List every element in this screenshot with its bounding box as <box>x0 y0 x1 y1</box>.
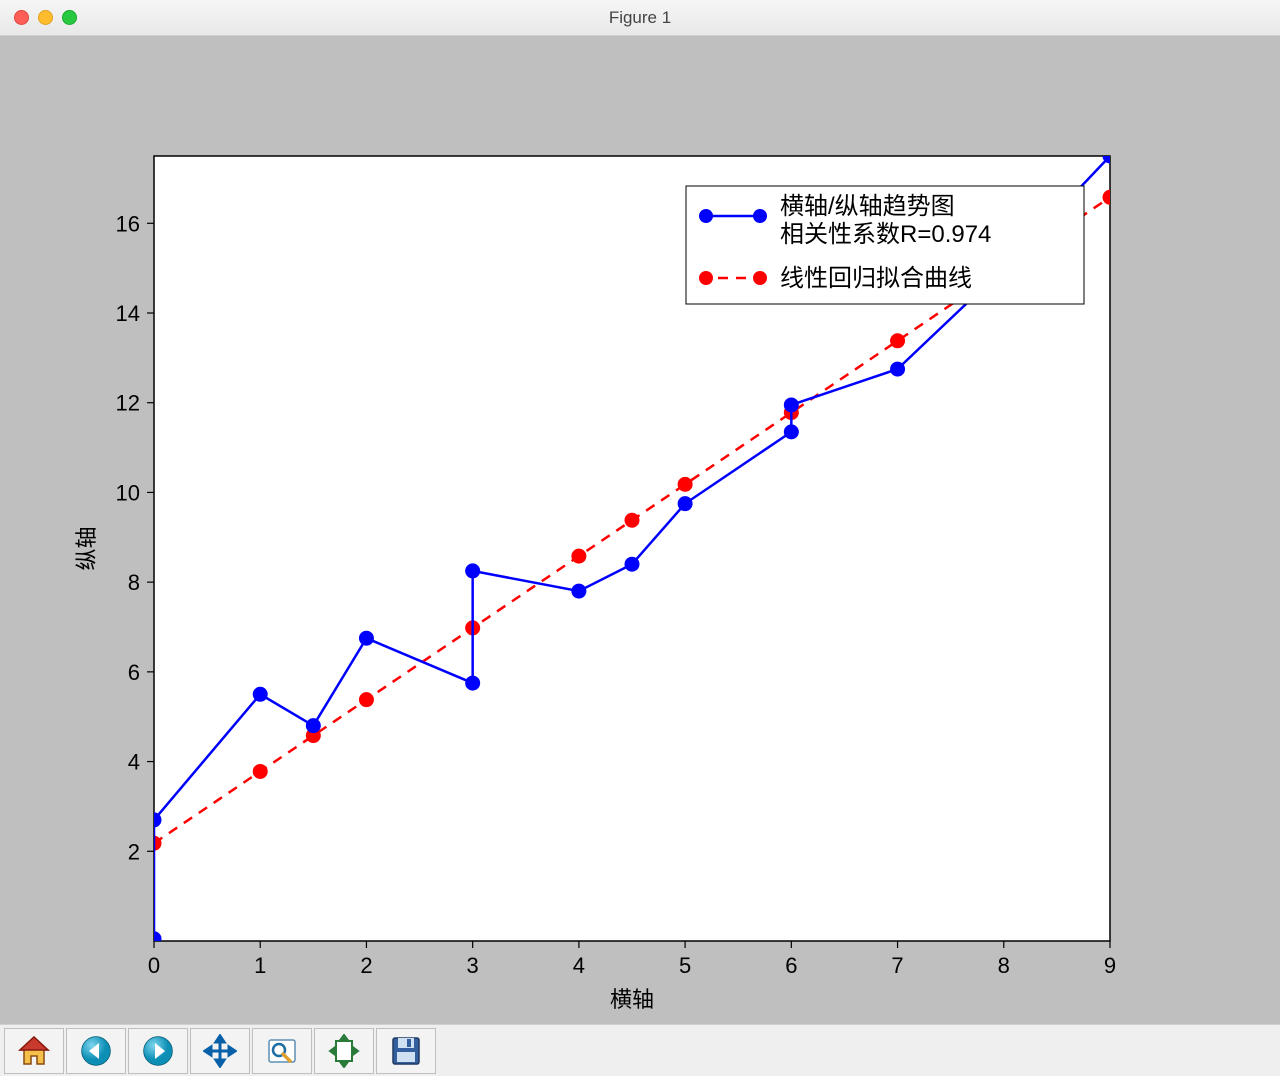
trend-marker <box>466 564 480 578</box>
trend-marker <box>784 398 798 412</box>
fit-marker <box>253 764 267 778</box>
trend-marker <box>572 584 586 598</box>
back-icon <box>79 1034 113 1068</box>
window-title: Figure 1 <box>0 8 1280 28</box>
legend-label-fit: 线性回归拟合曲线 <box>780 265 972 292</box>
x-tick-label: 2 <box>360 953 372 978</box>
fit-marker <box>359 693 373 707</box>
pan-button[interactable] <box>190 1028 250 1074</box>
x-tick-label: 9 <box>1104 953 1116 978</box>
y-tick-label: 6 <box>128 660 140 685</box>
y-tick-label: 12 <box>116 391 140 416</box>
y-tick-label: 8 <box>128 570 140 595</box>
trend-marker <box>466 676 480 690</box>
x-tick-label: 1 <box>254 953 266 978</box>
close-icon[interactable] <box>14 10 29 25</box>
x-tick-label: 5 <box>679 953 691 978</box>
legend-label-trend-2: 相关性系数R=0.974 <box>780 221 991 248</box>
trend-marker <box>253 687 267 701</box>
legend: 横轴/纵轴趋势图相关性系数R=0.974 线性回归拟合曲线 <box>686 186 1084 304</box>
y-tick-label: 4 <box>128 750 140 775</box>
save-button[interactable] <box>376 1028 436 1074</box>
zoom-window-icon[interactable] <box>62 10 77 25</box>
x-tick-label: 4 <box>573 953 585 978</box>
legend-label-trend-1: 横轴/纵轴趋势图 <box>780 193 955 220</box>
toolbar <box>0 1024 1280 1076</box>
y-tick-label: 16 <box>116 211 140 236</box>
trend-marker <box>306 719 320 733</box>
y-tick-label: 2 <box>128 839 140 864</box>
fit-marker <box>891 334 905 348</box>
y-tick-label: 14 <box>116 301 140 326</box>
x-axis-label: 横轴 <box>610 987 654 1012</box>
back-button[interactable] <box>66 1028 126 1074</box>
fit-marker <box>678 477 692 491</box>
trend-marker <box>891 362 905 376</box>
x-tick-label: 0 <box>148 953 160 978</box>
traffic-lights <box>14 10 77 25</box>
trend-marker <box>359 631 373 645</box>
plot-svg: 0123456789246810121416横轴纵轴横轴/纵轴趋势图相关性系数R… <box>0 36 1280 1024</box>
forward-button[interactable] <box>128 1028 188 1074</box>
titlebar: Figure 1 <box>0 0 1280 36</box>
y-axis-label: 纵轴 <box>74 526 99 570</box>
x-tick-label: 7 <box>891 953 903 978</box>
fit-marker <box>625 513 639 527</box>
x-tick-label: 8 <box>998 953 1010 978</box>
trend-marker <box>678 497 692 511</box>
figure-area: 0123456789246810121416横轴纵轴横轴/纵轴趋势图相关性系数R… <box>0 36 1280 1024</box>
zoom-icon <box>265 1034 299 1068</box>
fit-marker <box>572 549 586 563</box>
home-icon <box>17 1034 51 1068</box>
y-tick-label: 10 <box>116 480 140 505</box>
forward-icon <box>141 1034 175 1068</box>
x-tick-label: 3 <box>467 953 479 978</box>
save-icon <box>389 1034 423 1068</box>
home-button[interactable] <box>4 1028 64 1074</box>
zoom-button[interactable] <box>252 1028 312 1074</box>
trend-marker <box>784 425 798 439</box>
trend-marker <box>625 557 639 571</box>
subplots-icon <box>327 1034 361 1068</box>
x-tick-label: 6 <box>785 953 797 978</box>
pan-icon <box>203 1034 237 1068</box>
minimize-icon[interactable] <box>38 10 53 25</box>
subplots-button[interactable] <box>314 1028 374 1074</box>
